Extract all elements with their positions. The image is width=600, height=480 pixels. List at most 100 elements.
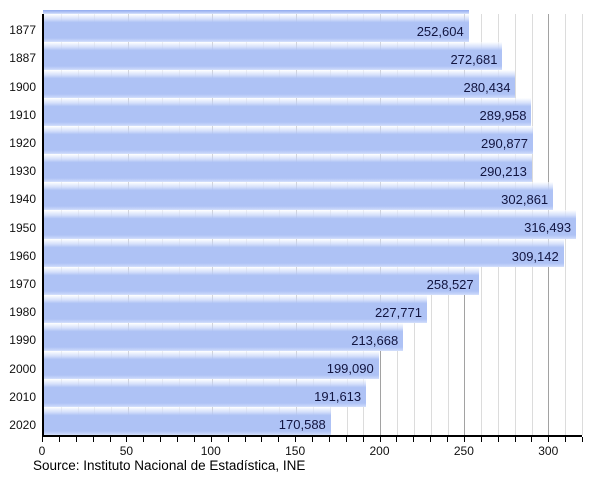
bar-row: 227,771 xyxy=(44,294,582,323)
bar-row: 302,861 xyxy=(44,182,582,211)
bar-2000: 199,090 xyxy=(44,350,379,379)
x-axis-tick xyxy=(126,437,128,442)
x-axis-tick xyxy=(261,437,263,442)
x-axis-tick xyxy=(396,437,398,442)
x-axis-tick xyxy=(548,437,550,442)
x-axis-tick xyxy=(75,437,77,442)
x-axis-tick xyxy=(413,437,415,442)
y-axis-label: 2020 xyxy=(9,417,36,432)
y-axis-labels: 1877 1887 1900 1910 1920 1930 1940 1950 1960 1970… xyxy=(0,14,36,437)
x-axis-tick xyxy=(193,437,195,442)
bar-2010: 191,613 xyxy=(44,378,367,407)
bar-value-label: 316,493 xyxy=(524,220,572,236)
bar-value-label: 272,681 xyxy=(450,52,498,68)
bar-value-label: 289,958 xyxy=(479,108,527,124)
plot-area: 252,604 272,681 280,434 289,958 290,877 290,2… xyxy=(42,14,583,437)
x-axis-tick xyxy=(328,437,330,442)
x-axis-tick xyxy=(362,437,364,442)
x-axis-tick xyxy=(109,437,111,442)
bar-row: 199,090 xyxy=(44,350,582,379)
y-axis-label: 1950 xyxy=(9,220,36,235)
bar-1990: 213,668 xyxy=(44,322,404,351)
bar-1887: 272,681 xyxy=(44,42,503,71)
y-axis-label: 1887 xyxy=(9,51,36,66)
bar-1900: 280,434 xyxy=(44,70,516,99)
bar-value-label: 227,771 xyxy=(374,304,422,320)
x-axis-tick xyxy=(565,437,567,442)
bar-value-label: 290,877 xyxy=(481,136,529,152)
x-axis-tick xyxy=(345,437,347,442)
x-axis-tick xyxy=(42,437,43,442)
bar-1960: 309,142 xyxy=(44,238,564,267)
bar-value-label: 302,861 xyxy=(501,192,549,208)
bar-1910: 289,958 xyxy=(44,98,532,127)
bar-value-label: 258,527 xyxy=(426,276,474,292)
bar-value-label: 290,213 xyxy=(479,164,527,180)
x-axis-tick xyxy=(379,437,381,442)
bar-value-label: 170,588 xyxy=(278,416,326,432)
x-axis-tick xyxy=(312,437,313,442)
x-axis-tick xyxy=(531,437,533,442)
bar-rows: 252,604 272,681 280,434 289,958 290,877 290,2… xyxy=(44,14,582,435)
bar-row: 316,493 xyxy=(44,210,582,239)
bar-1940: 302,861 xyxy=(44,182,554,211)
y-axis-label: 1970 xyxy=(9,276,36,291)
x-axis-tick xyxy=(514,437,516,442)
x-axis-tick-label: 0 xyxy=(38,444,46,458)
bar-row: 290,877 xyxy=(44,126,582,155)
x-axis-tick xyxy=(92,437,94,442)
y-axis-label: 1930 xyxy=(9,164,36,179)
bar-2020: 170,588 xyxy=(44,406,331,435)
bar-1877: 252,604 xyxy=(44,14,469,43)
x-axis-tick xyxy=(210,437,212,442)
y-axis-label: 1910 xyxy=(9,107,36,122)
bar-row: 280,434 xyxy=(44,70,582,99)
x-axis-tick xyxy=(497,437,499,442)
x-axis-tick-label: 150 xyxy=(285,444,306,458)
bar-row: 290,213 xyxy=(44,154,582,183)
x-axis-tick xyxy=(58,437,60,442)
bar-row: 309,142 xyxy=(44,238,582,267)
bar-value-label: 213,668 xyxy=(351,332,399,348)
y-axis-label: 1960 xyxy=(9,248,36,263)
bar-value-label: 191,613 xyxy=(314,388,362,404)
x-axis-tick xyxy=(430,437,432,442)
bar-value-label: 280,434 xyxy=(463,80,511,96)
x-axis: 0 50 100 150 200 250 300 xyxy=(38,437,583,461)
bar-1930: 290,213 xyxy=(44,154,532,183)
x-axis-tick xyxy=(463,437,465,442)
bar-1920: 290,877 xyxy=(44,126,534,155)
x-axis-tick xyxy=(480,437,482,442)
x-axis-tick xyxy=(227,437,229,442)
x-axis-tick-label: 200 xyxy=(369,444,390,458)
bar-row: 258,527 xyxy=(44,266,582,295)
y-axis-label: 2000 xyxy=(9,361,36,376)
x-axis-tick xyxy=(244,437,246,442)
y-axis-label: 1990 xyxy=(9,333,36,348)
x-axis-tick xyxy=(582,437,583,442)
x-axis-tick-label: 50 xyxy=(119,444,134,458)
x-axis-tick xyxy=(143,437,145,442)
y-axis-label: 2010 xyxy=(9,389,36,404)
x-axis-tick xyxy=(160,437,162,442)
x-axis-tick-label: 300 xyxy=(538,444,559,458)
y-axis-label: 1900 xyxy=(9,79,36,94)
bar-row: 289,958 xyxy=(44,98,582,127)
y-axis-label: 1920 xyxy=(9,135,36,150)
minor-gridline xyxy=(582,14,583,435)
bar-row: 272,681 xyxy=(44,42,582,71)
bar-1980: 227,771 xyxy=(44,294,427,323)
bar-value-label: 252,604 xyxy=(416,24,464,40)
bar-row: 213,668 xyxy=(44,322,582,351)
bar-value-label: 309,142 xyxy=(511,248,559,264)
source-note: Source: Instituto Nacional de Estadístic… xyxy=(33,458,306,473)
x-axis-tick xyxy=(177,437,178,442)
x-axis-tick-label: 250 xyxy=(453,444,474,458)
x-axis-tick-label: 100 xyxy=(200,444,221,458)
x-axis-tick xyxy=(447,437,448,442)
bar-value-label: 199,090 xyxy=(326,360,374,376)
bar-row: 252,604 xyxy=(44,14,582,43)
y-axis-label: 1877 xyxy=(9,23,36,38)
x-axis-tick xyxy=(295,437,297,442)
